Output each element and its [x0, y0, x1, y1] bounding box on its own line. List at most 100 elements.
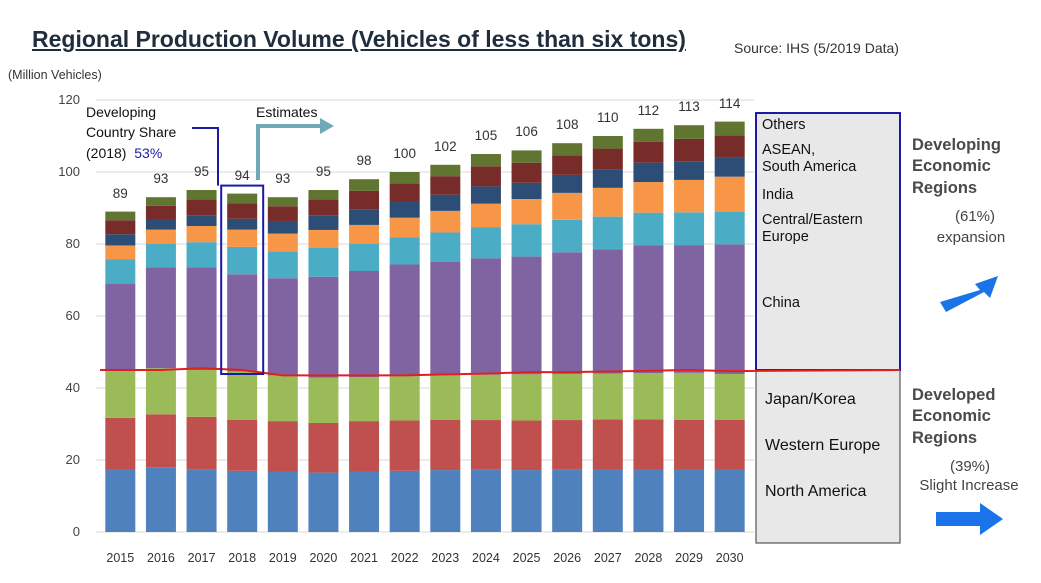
bar-segment — [227, 470, 258, 532]
bar-segment — [227, 371, 258, 420]
developed-regions-heading: Developed Economic Regions — [912, 385, 995, 449]
bar-segment — [674, 212, 705, 246]
bar-segment — [714, 211, 745, 245]
y-tick-label: 20 — [65, 452, 80, 467]
bar-segment — [227, 193, 258, 204]
bar-segment — [105, 370, 136, 418]
legend-central-eastern-europe: Central/Eastern Europe — [762, 212, 863, 245]
bar-segment — [389, 376, 420, 421]
bar-segment — [267, 220, 298, 234]
bar-segment — [267, 278, 298, 376]
bar-segment — [552, 373, 583, 421]
bar-segment — [186, 469, 217, 532]
bar-segment — [267, 197, 298, 207]
developing-pct: (61%) — [954, 208, 995, 225]
developing-heading-line3: Regions — [912, 178, 978, 197]
annotation-connector — [192, 127, 219, 186]
bar-segment — [308, 276, 339, 378]
bar-segment — [430, 210, 461, 233]
increase-arrow-icon — [936, 503, 1003, 535]
x-tick-label: 2024 — [472, 551, 500, 565]
bar-segment — [267, 421, 298, 472]
legend-asean-line2: South America — [762, 158, 857, 175]
developed-heading-line3: Regions — [912, 428, 978, 447]
bar-segment — [186, 215, 217, 226]
y-tick-label: 120 — [58, 92, 80, 107]
bar-segment — [674, 179, 705, 213]
x-tick-label: 2030 — [715, 551, 744, 565]
legend-asean-line1: ASEAN, — [762, 142, 816, 158]
legend-japan-korea: Japan/Korea — [765, 391, 856, 408]
developed-heading-line2: Economic — [912, 407, 991, 426]
legend-panel — [755, 112, 901, 544]
estimates-arrow-line — [256, 124, 322, 180]
bar-segment — [227, 218, 258, 230]
bar-total-label: 108 — [555, 117, 579, 133]
bar-segment — [430, 176, 461, 195]
bar-segment — [227, 419, 258, 471]
x-tick-label: 2021 — [350, 551, 378, 565]
x-tick-label: 2017 — [187, 551, 216, 565]
bar-segment — [227, 229, 258, 247]
bar-segment — [186, 416, 217, 470]
divider-line — [100, 367, 901, 377]
bar-segment — [105, 211, 136, 221]
x-tick-label: 2016 — [147, 551, 175, 565]
bar-segment — [186, 199, 217, 216]
bar-segment — [349, 179, 380, 191]
developing-share-annotation: Developing Country Share (2018) 53% — [86, 102, 176, 163]
x-tick-label: 2025 — [512, 551, 541, 565]
bar-segment — [592, 169, 623, 188]
bar-segment — [349, 421, 380, 472]
bar-segment — [430, 470, 461, 532]
y-tick-label: 80 — [65, 236, 80, 251]
bar-segment — [633, 373, 664, 420]
legend-ce-line2: Europe — [762, 228, 809, 245]
bar-segment — [105, 220, 136, 235]
bar-segment — [430, 164, 461, 177]
bar-segment — [511, 150, 542, 163]
x-tick-label: 2020 — [309, 551, 338, 565]
x-tick-label: 2015 — [106, 551, 135, 565]
bar-segment — [511, 256, 542, 375]
bar-segment — [592, 136, 623, 149]
bar-segment — [105, 469, 136, 532]
x-tick-label: 2029 — [675, 551, 703, 565]
bar-segment — [552, 155, 583, 175]
bar-segment — [105, 234, 136, 246]
bar-segment — [592, 148, 623, 170]
y-tick-label: 40 — [65, 380, 80, 395]
bar-segment — [470, 420, 501, 470]
annotation-line-1: Developing — [86, 104, 157, 120]
bar-segment — [511, 470, 542, 532]
bar-segment — [470, 154, 501, 167]
bar-segment — [592, 469, 623, 532]
bar-segment — [714, 176, 745, 212]
bar-segment — [470, 469, 501, 532]
x-tick-label: 2023 — [431, 551, 460, 565]
annotation-year: (2018) — [86, 144, 127, 161]
bar-segment — [714, 373, 745, 420]
bar-segment — [674, 372, 705, 420]
bar-total-label: 114 — [718, 95, 741, 111]
bar-segment — [349, 244, 380, 271]
bar-segment — [552, 252, 583, 374]
bar-total-label: 113 — [678, 99, 700, 115]
x-tick-label: 2019 — [268, 551, 297, 565]
bar-total-label: 102 — [434, 138, 457, 154]
bar-segment — [145, 244, 176, 268]
bar-segment — [470, 227, 501, 259]
bar-segment — [349, 190, 380, 210]
bar-segment — [552, 192, 583, 220]
developing-regions-heading: Developing Economic Regions — [912, 135, 1001, 199]
bar-segment — [308, 215, 339, 230]
bar-segment — [714, 157, 745, 177]
bar-segment — [145, 229, 176, 244]
bar-segment — [308, 199, 339, 216]
bar-total-label: 95 — [315, 164, 331, 179]
bar-segment — [633, 212, 664, 246]
bar-segment — [389, 470, 420, 532]
developing-heading-line1: Developing — [912, 136, 1001, 154]
y-tick-label: 100 — [58, 164, 80, 179]
